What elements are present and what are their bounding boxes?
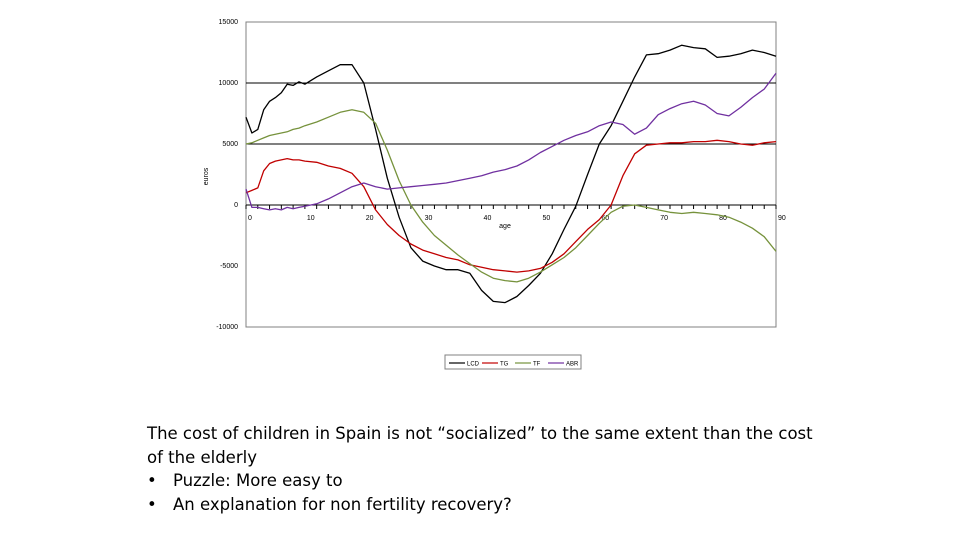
x-tick-label: 40 — [484, 215, 492, 222]
series-line-tf — [245, 109, 777, 283]
x-axis-title: age — [499, 223, 511, 230]
y-tick-label: 10000 — [219, 80, 239, 87]
bullet-text-2: An explanation for non fertility recover… — [173, 494, 512, 514]
y-tick-label: -10000 — [216, 324, 238, 331]
plot-area — [245, 21, 777, 328]
legend: LCD TG TF ABR — [444, 354, 582, 370]
legend-label-lcd: LCD — [467, 362, 480, 368]
x-tick-label: 70 — [660, 215, 668, 222]
x-tick-label: 80 — [719, 215, 727, 222]
bullet-text-1: Puzzle: More easy to — [173, 471, 343, 490]
series-line-tg — [245, 139, 777, 273]
bullet-item-1: • Puzzle: More easy to — [147, 469, 847, 493]
legend-label-tf: TF — [533, 362, 541, 368]
legend-box — [444, 354, 582, 370]
bullet-dot-1: • — [147, 471, 157, 490]
caption-line-2: of the elderly — [147, 447, 257, 467]
x-tick-label: 90 — [778, 215, 786, 222]
y-tick-label: 0 — [234, 202, 238, 209]
x-tick-label: 20 — [366, 215, 374, 222]
y-tick-label: 5000 — [222, 141, 238, 148]
x-tick-label: 30 — [425, 215, 433, 222]
caption-line-1: The cost of children in Spain is not “so… — [147, 424, 813, 443]
series-line-abr — [245, 72, 777, 211]
legend-label-tg: TG — [500, 362, 509, 368]
x-tick-label: 50 — [542, 215, 550, 222]
bullet-item-2: • An explanation for non fertility recov… — [147, 493, 847, 517]
y-tick-label: 15000 — [219, 19, 239, 26]
y-axis-title: euros — [203, 167, 210, 185]
legend-label-abr: ABR — [566, 362, 579, 368]
slide-caption: The cost of children in Spain is not “so… — [147, 422, 847, 516]
bullet-dot-2: • — [147, 494, 157, 514]
x-tick-label: 0 — [248, 215, 252, 222]
series-line-lcd — [245, 44, 777, 304]
gridlines — [246, 82, 776, 145]
y-tick-label: -5000 — [220, 263, 238, 270]
x-tick-label: 10 — [307, 215, 315, 222]
series-lines — [245, 44, 777, 304]
